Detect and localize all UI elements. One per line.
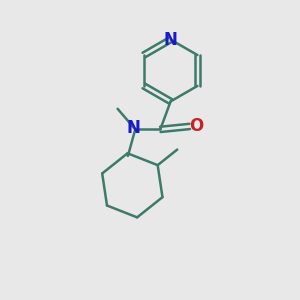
Text: N: N [164, 31, 178, 49]
Text: O: O [189, 117, 203, 135]
Text: N: N [127, 119, 141, 137]
